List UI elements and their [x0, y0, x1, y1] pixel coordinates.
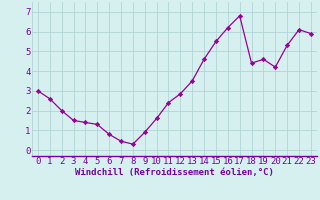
X-axis label: Windchill (Refroidissement éolien,°C): Windchill (Refroidissement éolien,°C): [75, 168, 274, 177]
